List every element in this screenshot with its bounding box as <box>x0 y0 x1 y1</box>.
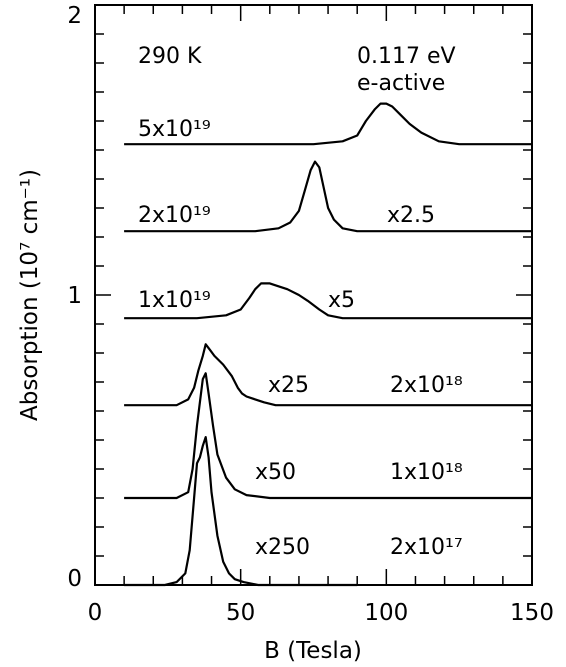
series-multiplier: x2.5 <box>387 203 435 228</box>
series-label: 2x10¹⁸ <box>390 373 463 398</box>
axis-ticks <box>94 4 533 586</box>
x-tick-label: 0 <box>88 600 103 626</box>
series-line-2 <box>124 282 532 320</box>
energy-annotation: 0.117 eV <box>357 44 456 69</box>
x-tick-label: 100 <box>364 600 408 626</box>
series-line-4 <box>124 372 532 500</box>
y-tick-label: 2 <box>67 3 82 29</box>
temperature-annotation: 290 K <box>138 44 202 69</box>
series-multiplier: x25 <box>268 373 309 398</box>
x-axis-label: B (Tesla) <box>264 638 362 664</box>
x-tick-label: 50 <box>226 600 255 626</box>
y-tick-label: 0 <box>67 566 82 592</box>
series-curves <box>124 102 532 587</box>
y-axis-label: Absorption (10⁷ cm⁻¹) <box>17 169 43 421</box>
series-line-3 <box>124 343 532 407</box>
series-multiplier: x50 <box>255 460 296 485</box>
series-line-0 <box>124 102 532 146</box>
series-label: 1x10¹⁹ <box>138 288 211 313</box>
series-line-5 <box>124 436 358 587</box>
series-label: 2x10¹⁷ <box>390 535 463 560</box>
series-multiplier: x5 <box>328 288 355 313</box>
mode-annotation: e-active <box>357 71 445 96</box>
x-tick-label: 150 <box>510 600 554 626</box>
series-label: 2x10¹⁹ <box>138 203 211 228</box>
series-label: 5x10¹⁹ <box>138 117 211 142</box>
y-tick-label: 1 <box>67 283 82 309</box>
series-line-1 <box>124 160 532 233</box>
series-multiplier: x250 <box>255 535 310 560</box>
tick-labels: 0 50 100 150 0 1 2 <box>67 3 554 626</box>
series-label: 1x10¹⁸ <box>390 460 463 485</box>
series-labels: 5x10¹⁹ 2x10¹⁹ x2.5 1x10¹⁹ x5 2x10¹⁸ x25 1x10¹⁸ x… <box>138 117 463 560</box>
